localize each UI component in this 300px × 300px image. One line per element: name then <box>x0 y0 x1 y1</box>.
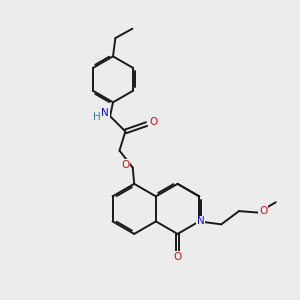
Text: N: N <box>101 108 109 118</box>
Text: O: O <box>259 206 268 216</box>
Text: H: H <box>93 112 101 122</box>
Text: N: N <box>197 216 205 226</box>
Text: O: O <box>173 252 182 262</box>
Text: O: O <box>121 160 130 170</box>
Text: O: O <box>149 117 157 127</box>
